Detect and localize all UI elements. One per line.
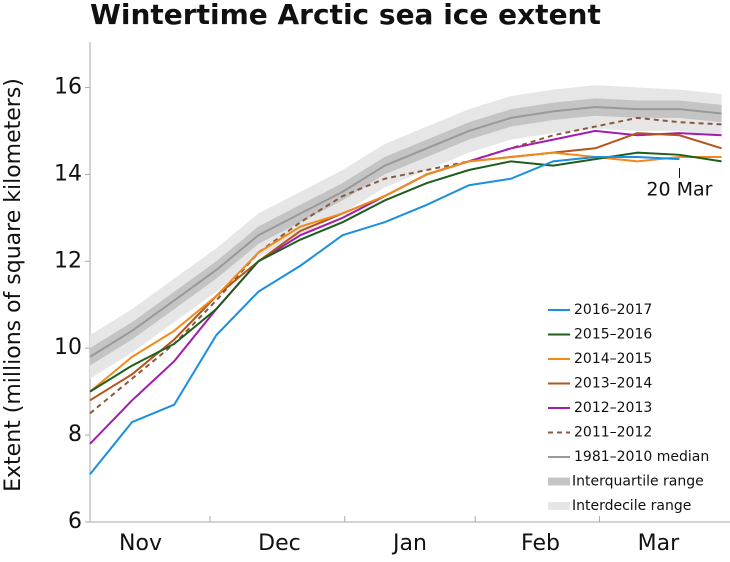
legend-label: 2012–2013 — [574, 400, 652, 416]
y-tick-label: 14 — [54, 161, 82, 186]
series-line — [89, 155, 680, 475]
y-tick-label: 16 — [54, 74, 82, 99]
series-line — [89, 151, 722, 393]
legend-label: Interdecile range — [572, 498, 691, 514]
legend-label: 2013–2014 — [574, 376, 652, 392]
legend-label: 2016–2017 — [574, 302, 652, 318]
legend-label: 2014–2015 — [574, 351, 652, 367]
y-tick-label: 6 — [68, 509, 82, 534]
legend-label: Interquartile range — [572, 474, 704, 490]
legend-label: 2011–2012 — [574, 425, 652, 441]
range-band — [90, 98, 722, 366]
annotation: 20 Mar — [646, 179, 712, 201]
x-tick-label: Feb — [521, 531, 560, 556]
y-tick-label: 12 — [54, 248, 82, 273]
chart-title: Wintertime Arctic sea ice extent — [90, 0, 601, 31]
legend-label: 2015–2016 — [574, 327, 652, 343]
y-axis-label: Extent (millions of square kilometers) — [1, 78, 26, 492]
series-line — [89, 116, 722, 415]
x-tick-label: Jan — [391, 531, 427, 556]
x-tick-label: Mar — [638, 531, 680, 556]
y-tick-label: 8 — [68, 422, 82, 447]
x-tick-label: Dec — [258, 531, 301, 556]
y-tick-label: 10 — [54, 335, 82, 360]
x-tick-label: Nov — [119, 531, 162, 556]
series-line — [89, 106, 722, 358]
legend-label: 1981–2010 median — [574, 449, 709, 465]
series-line — [89, 151, 722, 393]
